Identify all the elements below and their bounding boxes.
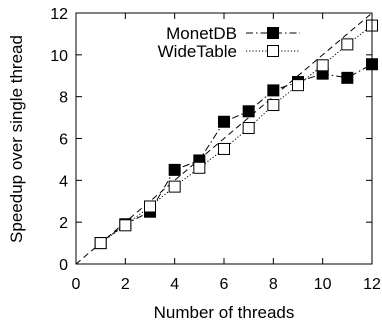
widetable-point: [218, 142, 230, 155]
x-tick-label: 2: [121, 276, 130, 293]
x-tick-label: 10: [314, 276, 332, 293]
legend-label-monetdb: MonetDB: [166, 24, 237, 43]
widetable-point: [144, 200, 156, 213]
widetable-point: [242, 122, 255, 135]
x-tick-label: 12: [363, 276, 381, 293]
widetable-point: [292, 79, 304, 92]
y-tick-label: 4: [59, 173, 68, 190]
widetable-point: [341, 38, 354, 51]
x-axis-title: Number of threads: [154, 303, 295, 322]
legend-label-widetable: WideTable: [158, 42, 237, 61]
legend-marker-monetdb: [267, 27, 279, 39]
y-tick-label: 2: [59, 215, 68, 232]
y-tick-label: 0: [59, 257, 68, 274]
x-tick-label: 6: [220, 276, 229, 293]
y-tick-label: 10: [50, 48, 68, 65]
widetable-point: [316, 59, 329, 72]
y-tick-label: 12: [50, 6, 68, 23]
widetable-point: [168, 180, 181, 193]
y-tick-label: 6: [59, 132, 68, 149]
x-tick-label: 8: [269, 276, 278, 293]
monetdb-point: [242, 105, 255, 118]
y-axis-title: Speedup over single thread: [7, 35, 26, 243]
monetdb-line: [100, 63, 373, 244]
monetdb-point: [218, 115, 230, 128]
widetable-point: [193, 161, 206, 174]
widetable-point: [267, 99, 280, 112]
legend-marker-widetable: [267, 45, 279, 57]
widetable-point: [94, 237, 107, 250]
monetdb-point: [168, 163, 181, 176]
widetable-point: [119, 219, 132, 232]
y-tick-label: 8: [59, 90, 68, 107]
x-tick-label: 4: [170, 276, 179, 293]
x-tick-label: 0: [72, 276, 81, 293]
monetdb-point: [341, 71, 354, 84]
monetdb-point: [267, 84, 280, 97]
